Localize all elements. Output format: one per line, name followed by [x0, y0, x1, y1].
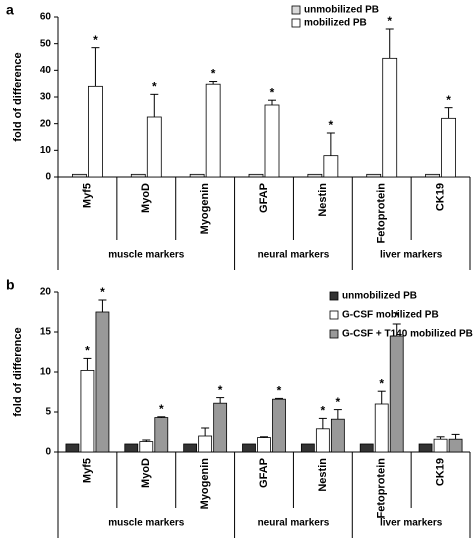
legend-label: unmobilized PB — [342, 291, 417, 302]
bar — [146, 116, 162, 178]
bar — [389, 335, 404, 453]
significance-mark: * — [277, 384, 282, 398]
bar — [433, 438, 448, 453]
significance-mark: * — [394, 309, 399, 323]
bar — [366, 173, 382, 178]
bar — [374, 403, 389, 453]
bar — [315, 428, 330, 453]
group-label: liver markers — [380, 518, 443, 529]
significance-mark: * — [152, 80, 157, 94]
significance-mark: * — [336, 395, 341, 409]
y-tick-label: 15 — [40, 327, 52, 338]
significance-mark: * — [211, 67, 216, 81]
x-tick-label: Nestin — [317, 458, 329, 492]
significance-mark: * — [387, 14, 392, 28]
panel-label: a — [6, 2, 14, 18]
bar — [441, 117, 456, 178]
bar — [95, 311, 110, 453]
bar — [248, 173, 264, 178]
group-label: neural markers — [258, 250, 330, 261]
bar — [139, 441, 154, 453]
bar — [272, 398, 286, 453]
significance-mark: * — [446, 93, 451, 107]
bar — [300, 443, 315, 453]
bar — [130, 173, 146, 178]
legend-swatch — [329, 329, 339, 339]
bar — [257, 437, 271, 453]
bar — [124, 443, 139, 453]
y-tick-label: 20 — [40, 118, 52, 129]
bar — [154, 417, 169, 453]
x-tick-label: Myf5 — [81, 183, 93, 208]
y-tick-label: 60 — [40, 12, 52, 23]
y-tick-label: 0 — [45, 172, 51, 183]
bar — [189, 173, 205, 178]
bar — [359, 443, 374, 453]
significance-mark: * — [329, 118, 334, 132]
x-tick-label: Fetoprotein — [376, 183, 388, 244]
significance-mark: * — [93, 33, 98, 47]
significance-mark: * — [159, 402, 164, 416]
bar — [80, 369, 95, 453]
y-tick-label: 5 — [45, 407, 51, 418]
bar — [425, 173, 440, 178]
bar — [213, 402, 228, 453]
y-axis-title: fold of difference — [12, 327, 24, 416]
bar — [307, 173, 323, 178]
bar — [418, 443, 433, 453]
x-tick-label: Myogenin — [199, 183, 211, 235]
group-label: muscle markers — [108, 250, 185, 261]
bar — [323, 155, 339, 178]
x-tick-label: MyoD — [140, 183, 152, 213]
significance-mark: * — [218, 383, 223, 397]
significance-mark: * — [321, 404, 326, 418]
panel-label: b — [6, 277, 15, 293]
legend-swatch — [329, 291, 339, 301]
bar — [264, 104, 280, 178]
group-label: muscle markers — [108, 518, 185, 529]
legend-label: unmobilized PB — [304, 5, 379, 16]
y-tick-label: 10 — [40, 367, 52, 378]
x-tick-label: Fetoprotein — [376, 458, 388, 519]
x-tick-label: CK19 — [434, 183, 446, 211]
group-label: neural markers — [258, 518, 330, 529]
x-tick-label: Nestin — [317, 183, 329, 217]
significance-mark: * — [100, 285, 105, 299]
y-tick-label: 20 — [40, 287, 52, 298]
bar — [242, 443, 256, 453]
legend-label: mobilized PB — [304, 18, 367, 29]
bar — [88, 85, 103, 178]
bar — [65, 443, 80, 453]
y-axis-title: fold of difference — [12, 52, 24, 141]
y-tick-label: 50 — [40, 38, 52, 49]
bar — [198, 435, 213, 453]
significance-mark: * — [379, 376, 384, 390]
bar — [448, 438, 463, 453]
x-tick-label: CK19 — [434, 458, 446, 486]
bar — [72, 173, 87, 178]
group-label: liver markers — [380, 250, 443, 261]
legend-label: G-CSF + T140 mobilized PB — [342, 329, 473, 340]
x-tick-label: GFAP — [258, 458, 270, 488]
x-tick-label: MyoD — [140, 458, 152, 488]
x-tick-label: Myf5 — [81, 458, 93, 483]
y-tick-label: 10 — [40, 145, 52, 156]
y-tick-label: 30 — [40, 92, 52, 103]
legend-swatch — [329, 310, 339, 320]
y-tick-label: 40 — [40, 65, 52, 76]
y-tick-label: 0 — [45, 447, 51, 458]
bar — [183, 443, 198, 453]
legend-label: G-CSF mobilized PB — [342, 310, 439, 321]
bar — [382, 57, 398, 178]
significance-mark: * — [85, 344, 90, 358]
legend-swatch — [291, 5, 301, 15]
bar — [330, 418, 345, 453]
x-tick-label: Myogenin — [199, 458, 211, 510]
legend-swatch — [291, 18, 301, 28]
significance-mark: * — [270, 85, 275, 99]
x-tick-label: GFAP — [258, 183, 270, 213]
bar — [205, 83, 221, 178]
